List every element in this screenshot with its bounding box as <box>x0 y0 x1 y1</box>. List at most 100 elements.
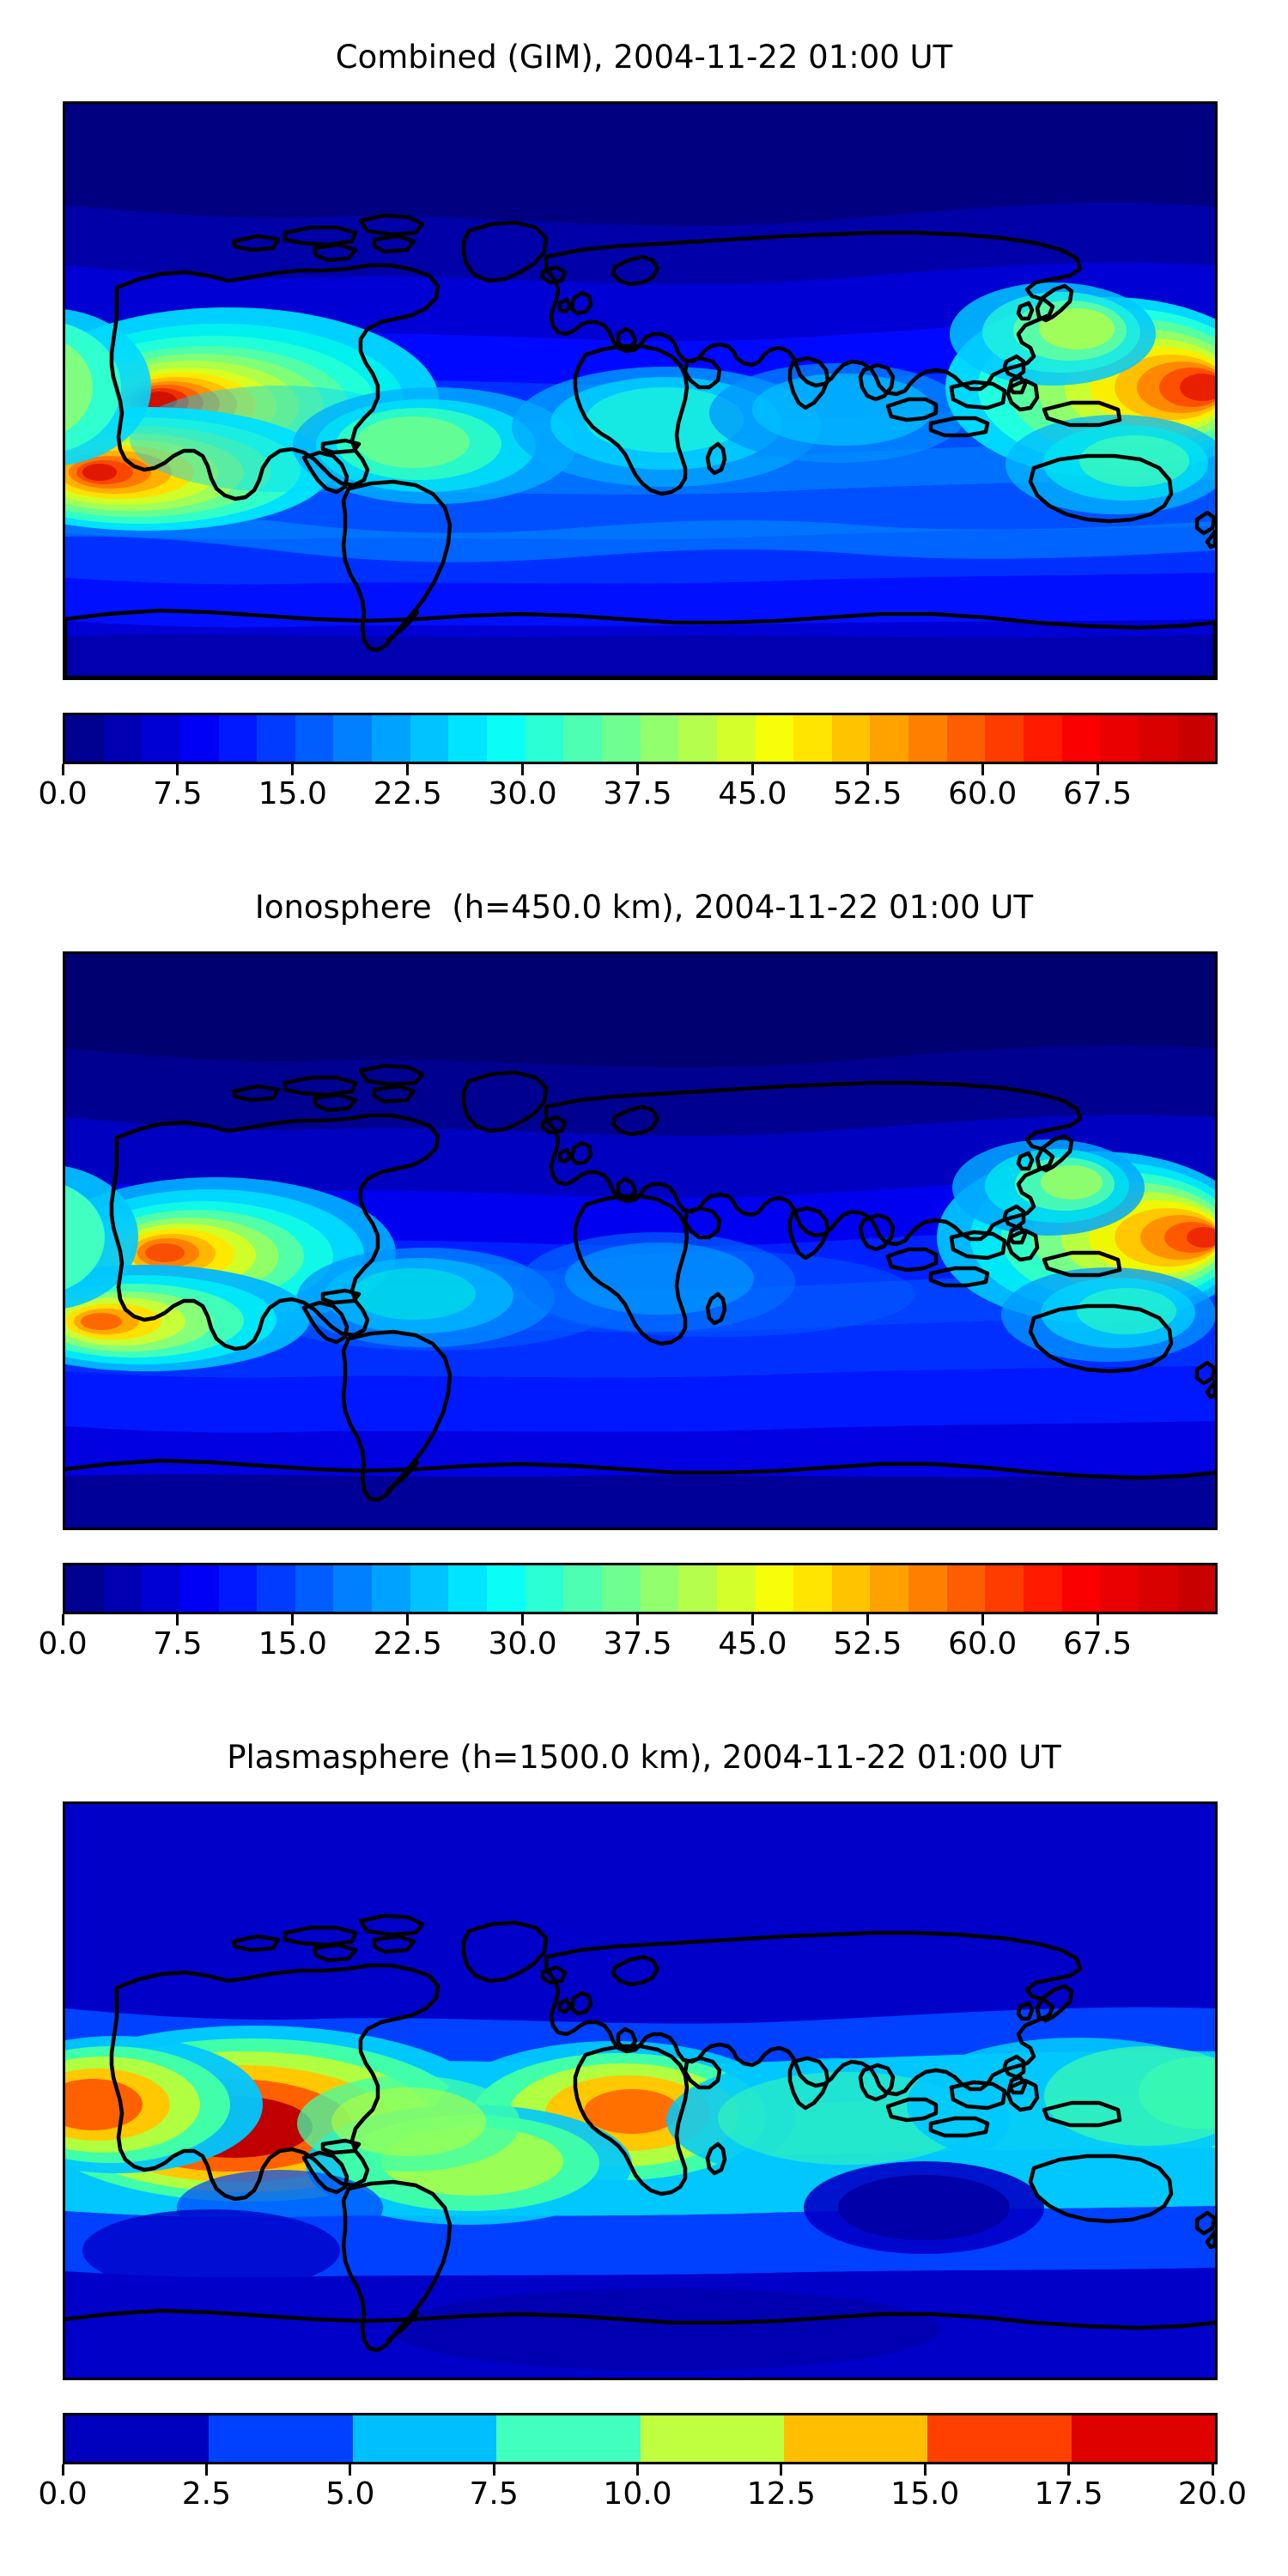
colorbar-tick <box>780 2464 783 2476</box>
map-svg-ionosphere <box>65 954 1215 1528</box>
colorbar-tick <box>521 764 525 775</box>
colorbar-tick-label: 7.5 <box>153 776 203 811</box>
colorbar-tick <box>866 1614 869 1625</box>
colorbar-tick-label: 37.5 <box>603 1626 672 1662</box>
colorbar-swatch <box>985 715 1024 762</box>
colorbar-tick-label: 5.0 <box>325 2476 375 2512</box>
colorbar-tick <box>981 1614 984 1625</box>
colorbar-tick <box>492 2464 495 2476</box>
colorbar-tick <box>176 1614 179 1625</box>
colorbar-swatch <box>870 1565 909 1612</box>
colorbar-swatch <box>563 1565 602 1612</box>
colorbar-swatch <box>1061 1565 1101 1612</box>
colorbar-tick <box>636 2464 639 2476</box>
colorbar-tick <box>1067 2464 1071 2476</box>
colorbar-swatch <box>295 1565 334 1612</box>
colorbar-swatch <box>372 1565 410 1612</box>
colorbar-tick <box>291 764 295 775</box>
colorbar-tick <box>176 764 179 775</box>
colorbar-swatch <box>218 1565 258 1612</box>
colorbar-swatch <box>1100 1565 1139 1612</box>
colorbar-swatch <box>487 1565 526 1612</box>
colorbar-tick <box>981 764 984 775</box>
colorbar-swatch <box>1024 1565 1062 1612</box>
colorbar-swatch <box>831 715 871 762</box>
colorbar-tick-label: 17.5 <box>1034 2476 1103 2512</box>
panel-ionosphere: Ionosphere (h=450.0 km), 2004-11-22 01:0… <box>0 850 1288 1709</box>
colorbar-swatch <box>601 715 641 762</box>
colorbar-swatch <box>218 715 258 762</box>
colorbar-tick <box>406 1614 410 1625</box>
colorbar-tick <box>61 764 64 775</box>
colorbar-tick-label: 0.0 <box>38 1626 88 1662</box>
colorbar-labels-plasmasphere: 0.0 2.5 5.0 7.5 10.0 12.5 15.0 17.5 20.0 <box>38 2476 1247 2514</box>
colorbar-ticks-plasmasphere <box>60 2464 1215 2476</box>
colorbar-swatch <box>142 715 180 762</box>
colorbar-ticks-combined-gim <box>60 764 1215 776</box>
colorbar-swatch <box>65 2415 210 2462</box>
colorbar-swatch <box>755 1565 794 1612</box>
colorbar-swatch <box>908 715 947 762</box>
colorbar-tick-label: 22.5 <box>373 776 442 811</box>
colorbar-swatch <box>640 1565 679 1612</box>
colorbar-gradient-combined-gim <box>63 713 1218 764</box>
colorbar-swatch <box>295 715 334 762</box>
colorbar-swatch <box>209 2415 353 2462</box>
colorbar-gradient-plasmasphere <box>63 2413 1218 2464</box>
colorbar-tick-label: 7.5 <box>153 1626 203 1662</box>
colorbar-tick <box>61 1614 64 1625</box>
colorbar-swatch <box>179 1565 219 1612</box>
colorbar-tick-label: 0.0 <box>38 2476 88 2512</box>
colorbar-swatch <box>870 715 909 762</box>
panel-title-plasmasphere: Plasmasphere (h=1500.0 km), 2004-11-22 0… <box>227 1739 1061 1776</box>
map-svg-plasmasphere <box>65 1804 1215 2378</box>
colorbar-tick <box>521 1614 525 1625</box>
colorbar-swatch <box>946 1565 986 1612</box>
colorbar-tick-label: 12.5 <box>746 2476 816 2512</box>
colorbar-ticks-ionosphere <box>60 1614 1215 1626</box>
colorbar-swatch <box>448 1565 488 1612</box>
colorbar-swatch <box>65 715 104 762</box>
colorbar-swatch <box>372 715 410 762</box>
colorbar-tick-label: 15.0 <box>258 1626 327 1662</box>
map-svg-combined-gim <box>65 104 1215 677</box>
colorbar-tick-label: 30.0 <box>488 1626 557 1662</box>
colorbar-swatch <box>716 715 756 762</box>
colorbar-swatch <box>333 715 373 762</box>
colorbar-labels-ionosphere: 0.0 7.5 15.0 22.5 30.0 37.5 45.0 52.5 60.0 67.5 <box>38 1626 1215 1664</box>
colorbar-swatch <box>257 715 295 762</box>
colorbar-swatch <box>410 1565 449 1612</box>
colorbar-tick <box>61 2464 64 2476</box>
colorbar-swatch <box>525 1565 564 1612</box>
colorbar-swatch <box>496 2415 641 2462</box>
colorbar-swatch <box>1138 715 1177 762</box>
colorbar-tick <box>750 764 754 775</box>
colorbar-swatch <box>755 715 794 762</box>
colorbar-swatch <box>985 1565 1024 1612</box>
map-ionosphere <box>63 951 1218 1530</box>
colorbar-tick <box>636 1614 639 1625</box>
colorbar-swatch <box>1071 2415 1215 2462</box>
colorbar-swatch <box>678 1565 717 1612</box>
colorbar-tick <box>866 764 869 775</box>
colorbar-tick-label: 22.5 <box>373 1626 442 1662</box>
colorbar-tick-label: 30.0 <box>488 776 557 811</box>
colorbar-swatch <box>142 1565 180 1612</box>
colorbar-swatch <box>257 1565 295 1612</box>
colorbar-swatch <box>1061 715 1101 762</box>
colorbar-swatch <box>103 1565 143 1612</box>
colorbar-gradient-ionosphere <box>63 1563 1218 1614</box>
colorbar-swatch <box>1024 715 1062 762</box>
colorbar-tick-label: 60.0 <box>948 776 1018 811</box>
panel-title-combined-gim: Combined (GIM), 2004-11-22 01:00 UT <box>335 39 953 76</box>
colorbar-swatch <box>1176 1565 1215 1612</box>
colorbar-swatch <box>65 1565 104 1612</box>
colorbar-swatch <box>793 715 832 762</box>
colorbar-tick <box>1096 1614 1099 1625</box>
colorbar-swatch <box>1138 1565 1177 1612</box>
colorbar-swatch <box>946 715 986 762</box>
panel-combined-gim: Combined (GIM), 2004-11-22 01:00 UT <box>0 0 1288 859</box>
colorbar-combined-gim: 0.0 7.5 15.0 22.5 30.0 37.5 45.0 52.5 60.0 67.5 <box>38 713 1218 814</box>
colorbar-tick-label: 37.5 <box>603 776 672 811</box>
map-combined-gim <box>63 101 1218 680</box>
